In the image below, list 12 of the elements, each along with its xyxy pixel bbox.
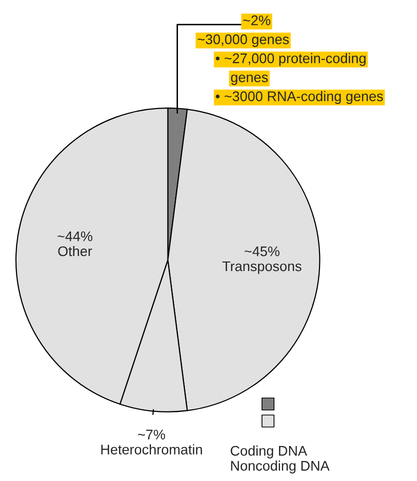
data-label: ~7% <box>138 430 166 440</box>
slice-label: Transposons <box>222 261 302 274</box>
text: Coding DNA <box>230 446 308 458</box>
text: ~30,000 genes <box>198 34 289 47</box>
text: • ~27,000 protein-coding genes <box>216 53 366 85</box>
slice-label: Other <box>58 246 92 256</box>
slice-label: Heterochromatin <box>101 444 202 454</box>
data-label: ~2% <box>243 15 270 26</box>
data-label: ~44% <box>58 231 92 242</box>
text: Noncoding DNA <box>231 460 330 474</box>
text: • ~3000 RNA-coding genes <box>216 91 383 104</box>
data-label: ~45% <box>244 246 280 256</box>
